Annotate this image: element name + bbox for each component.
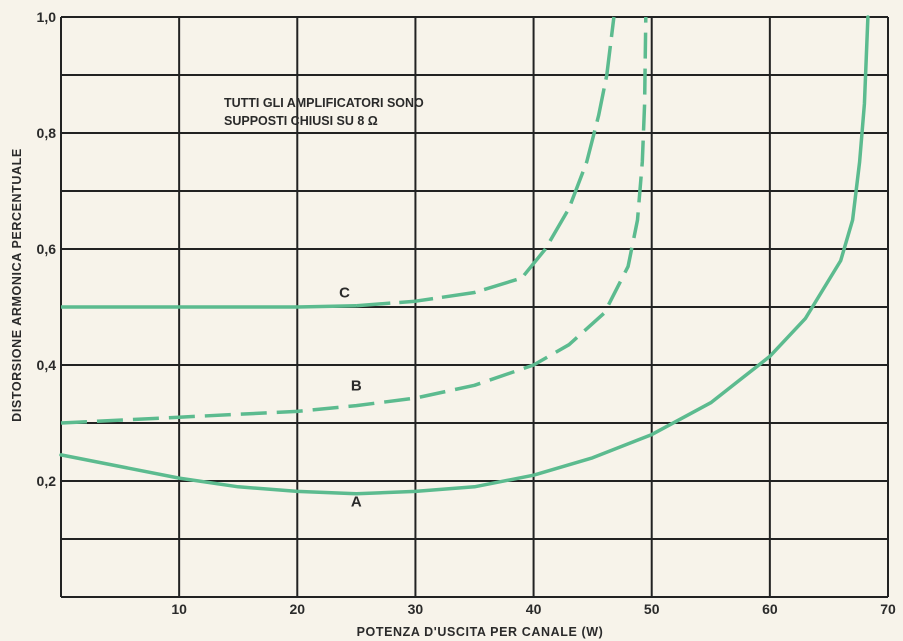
x-tick-label: 70 <box>880 601 896 617</box>
x-axis-label: POTENZA D'USCITA PER CANALE (W) <box>357 625 604 639</box>
series-a-line <box>59 15 870 496</box>
annotation-line-1: TUTTI GLI AMPLIFICATORI SONO <box>224 96 424 110</box>
series-lines <box>59 15 870 496</box>
y-tick-label: 0,2 <box>37 473 57 489</box>
y-axis-label: DISTORSIONE ARMONICA PERCENTUALE <box>10 148 24 422</box>
tick-labels: 10 20 30 40 50 60 70 0,2 0,4 0,6 0,8 1,0 <box>37 9 896 617</box>
x-tick-label: 60 <box>762 601 778 617</box>
y-tick-label: 0,8 <box>37 125 57 141</box>
y-tick-label: 1,0 <box>37 9 57 25</box>
series-label-c: C <box>339 285 350 302</box>
x-tick-label: 20 <box>289 601 305 617</box>
x-tick-label: 50 <box>644 601 660 617</box>
y-tick-label: 0,6 <box>37 241 57 257</box>
annotation-line-2: SUPPOSTI CHIUSI SU 8 Ω <box>224 114 378 128</box>
series-label-a: A <box>351 493 362 510</box>
x-tick-label: 10 <box>171 601 187 617</box>
series-c-line <box>61 304 357 309</box>
x-tick-label: 30 <box>408 601 424 617</box>
series-c-line-dashed <box>356 16 616 308</box>
x-tick-label: 40 <box>526 601 542 617</box>
series-b-line <box>60 16 648 425</box>
series-labels: A B C <box>339 285 362 511</box>
y-tick-label: 0,4 <box>37 357 57 373</box>
series-label-b: B <box>351 377 362 394</box>
